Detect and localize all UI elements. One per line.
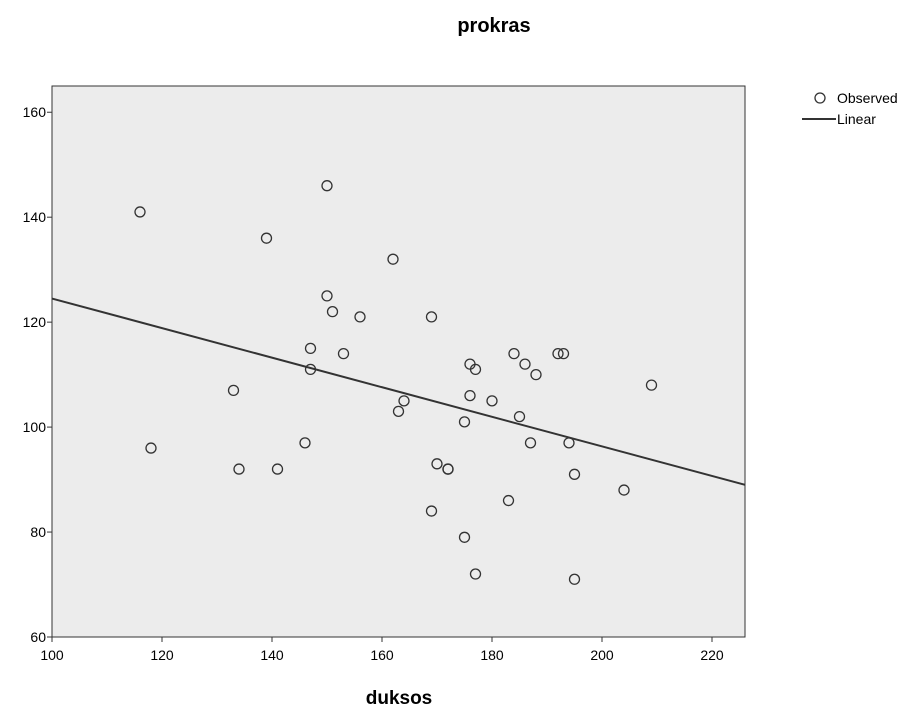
plot-area <box>51 85 746 638</box>
observed-point <box>645 379 658 391</box>
observed-point <box>458 416 471 428</box>
x-tick-label: 140 <box>260 647 284 663</box>
observed-point <box>618 484 630 496</box>
observed-point <box>431 458 443 470</box>
x-tick-label: 100 <box>40 647 64 663</box>
observed-point <box>486 395 498 407</box>
observed-point <box>392 405 405 418</box>
legend-observed-marker <box>814 92 826 104</box>
y-tick-label: 160 <box>23 104 47 120</box>
linear-fit-group <box>51 297 746 486</box>
observed-point <box>134 206 146 218</box>
observed-point <box>233 463 245 475</box>
observed-point <box>304 363 317 376</box>
observed-point <box>502 494 515 507</box>
observed-point <box>469 363 482 376</box>
x-axis-label: duksos <box>366 688 433 709</box>
observed-point <box>326 305 339 318</box>
observed-point <box>568 573 581 585</box>
observed-point <box>337 347 350 360</box>
observed-point <box>508 347 520 360</box>
observed-point <box>398 395 410 407</box>
observed-point <box>513 410 526 423</box>
observed-point <box>299 437 311 449</box>
y-axis: 60 80 100 120 140 160 <box>23 104 52 645</box>
legend-observed-label: Observed <box>837 90 898 106</box>
observed-point <box>557 347 570 360</box>
observed-point <box>321 290 333 302</box>
observed-point <box>260 232 273 244</box>
x-tick-label: 160 <box>370 647 394 663</box>
observed-point <box>354 311 366 323</box>
x-axis: 100 120 140 160 180 200 220 <box>40 637 724 663</box>
observed-point <box>387 253 399 265</box>
observed-point <box>304 342 317 355</box>
linear-fit-line <box>51 297 746 486</box>
x-tick-label: 220 <box>700 647 724 663</box>
observed-point <box>524 437 537 449</box>
observed-point <box>425 311 438 323</box>
observed-point <box>227 384 240 397</box>
observed-point <box>552 347 564 360</box>
observed-point <box>519 358 531 370</box>
x-tick-label: 200 <box>590 647 614 663</box>
y-tick-label: 100 <box>23 419 47 435</box>
y-tick-label: 120 <box>23 314 47 330</box>
observed-point <box>464 389 476 402</box>
legend: Observed Linear <box>802 90 898 127</box>
observed-point <box>568 468 581 480</box>
observed-point <box>530 368 542 381</box>
observed-point <box>321 180 333 192</box>
observed-point <box>563 437 575 449</box>
observed-point <box>425 505 438 517</box>
y-tick-label: 80 <box>30 524 46 540</box>
observed-point <box>458 531 471 543</box>
observed-point <box>469 568 482 580</box>
legend-linear-label: Linear <box>837 111 876 127</box>
observed-point <box>442 463 454 475</box>
y-tick-label: 60 <box>30 629 46 645</box>
observed-points-group <box>134 180 658 585</box>
y-tick-label: 140 <box>23 209 47 225</box>
observed-point <box>145 442 157 454</box>
chart-title: prokras <box>457 15 530 37</box>
x-tick-label: 180 <box>480 647 504 663</box>
x-tick-label: 120 <box>150 647 174 663</box>
observed-point <box>271 463 284 475</box>
